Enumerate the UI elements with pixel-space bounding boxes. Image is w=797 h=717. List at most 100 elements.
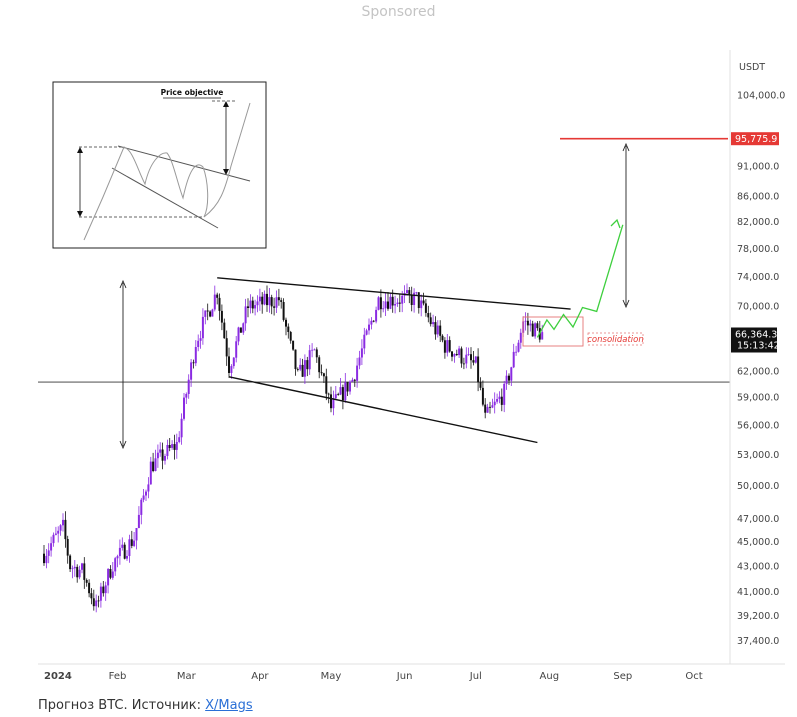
candle-body <box>123 544 126 559</box>
candle-body <box>327 393 330 395</box>
current-price-badge <box>731 327 777 353</box>
candle-body <box>387 301 389 309</box>
candle-body <box>484 404 487 413</box>
candle-body <box>370 320 373 325</box>
candle-body <box>322 373 325 377</box>
candle-body <box>235 341 238 358</box>
candle-body <box>254 305 257 309</box>
candle-body <box>313 349 316 351</box>
candle-body <box>344 382 347 401</box>
candle-body <box>81 563 83 570</box>
y-tick-label: 50,000.0 <box>737 481 779 492</box>
candle-body <box>429 317 432 325</box>
candle-body <box>356 365 359 381</box>
y-tick-label: 53,000.0 <box>737 450 779 461</box>
y-tick-label: 45,000.0 <box>737 537 779 548</box>
candle-body <box>439 325 442 336</box>
candle-body <box>270 297 273 307</box>
candle-body <box>154 458 157 471</box>
candle-body <box>137 514 140 528</box>
candle-body <box>491 405 494 408</box>
candle-body <box>266 293 268 306</box>
candle-body <box>443 340 446 353</box>
candle-body <box>496 399 499 402</box>
candle-body <box>107 569 110 586</box>
caption: Прогноз BTC. Источник: X/Mags <box>38 698 253 713</box>
x-tick-label: Jul <box>469 671 482 682</box>
candle-body <box>508 375 510 381</box>
candle-body <box>102 586 105 594</box>
candle-body <box>64 519 67 540</box>
candle-body <box>159 449 162 453</box>
candle-body <box>149 461 152 485</box>
y-tick-label: 78,000.0 <box>737 244 779 255</box>
candle-body <box>216 294 219 298</box>
candle-body <box>204 310 207 317</box>
candle-body <box>237 327 240 342</box>
candle-body <box>424 303 427 313</box>
candle-body <box>287 326 290 332</box>
candle-body <box>190 362 193 380</box>
candle-body <box>517 342 520 352</box>
candle-body <box>73 566 76 569</box>
candle-body <box>292 340 295 350</box>
countdown-text: 15:13:42 <box>737 341 780 352</box>
y-tick-label: 70,000.0 <box>737 302 779 313</box>
x-tick-label: Feb <box>109 671 127 682</box>
inset-label: Price objective <box>161 88 224 97</box>
candle-body <box>130 539 133 546</box>
candle-body <box>166 445 169 456</box>
projection-path <box>536 224 624 338</box>
candle-body <box>83 563 86 580</box>
candle-body <box>296 369 299 370</box>
candle-body <box>128 539 131 556</box>
candle-body <box>436 325 439 335</box>
candle-body <box>479 382 482 388</box>
candle-body <box>451 351 453 357</box>
candle-body <box>285 319 287 327</box>
candle-body <box>379 297 382 310</box>
target-price-badge <box>731 132 779 146</box>
candle-body <box>218 297 221 311</box>
candle-body <box>161 449 164 461</box>
candle-body <box>171 444 174 448</box>
candle-body <box>140 499 143 515</box>
candle-body <box>524 320 527 322</box>
candle-body <box>505 375 508 384</box>
candle-body <box>261 296 264 305</box>
candle-body <box>43 553 45 564</box>
candle-body <box>197 340 200 347</box>
candle-body <box>332 398 335 409</box>
y-tick-label: 37,400.0 <box>737 636 779 647</box>
candle-body <box>500 396 503 405</box>
candle-body <box>420 300 423 309</box>
candle-body <box>258 296 261 302</box>
source-link[interactable]: X/Mags <box>205 698 253 713</box>
candle-body <box>232 357 235 367</box>
candle-body <box>460 348 463 364</box>
candle-body <box>339 387 342 395</box>
candle-body <box>69 555 72 570</box>
y-tick-label: 91,000.0 <box>737 162 779 173</box>
candle-body <box>92 598 95 607</box>
candle-body <box>325 376 328 394</box>
candle-body <box>481 387 484 405</box>
target-arrow <box>622 142 630 309</box>
candle-body <box>116 556 119 559</box>
candle-body <box>396 302 399 304</box>
x-tick-label: Aug <box>540 671 560 682</box>
candle-body <box>109 569 112 578</box>
candle-body <box>268 297 271 306</box>
candle-body <box>453 354 456 357</box>
candle-body <box>334 394 337 399</box>
consolidation-label-box <box>587 332 644 346</box>
candle-body <box>225 338 228 357</box>
candle-body <box>398 302 401 304</box>
candle-body <box>211 309 214 317</box>
candle-body <box>299 364 302 370</box>
candle-body <box>462 363 465 365</box>
candle-body <box>363 334 366 349</box>
candle-body <box>337 394 340 395</box>
candle-body <box>413 292 416 305</box>
candle-body <box>368 324 370 331</box>
